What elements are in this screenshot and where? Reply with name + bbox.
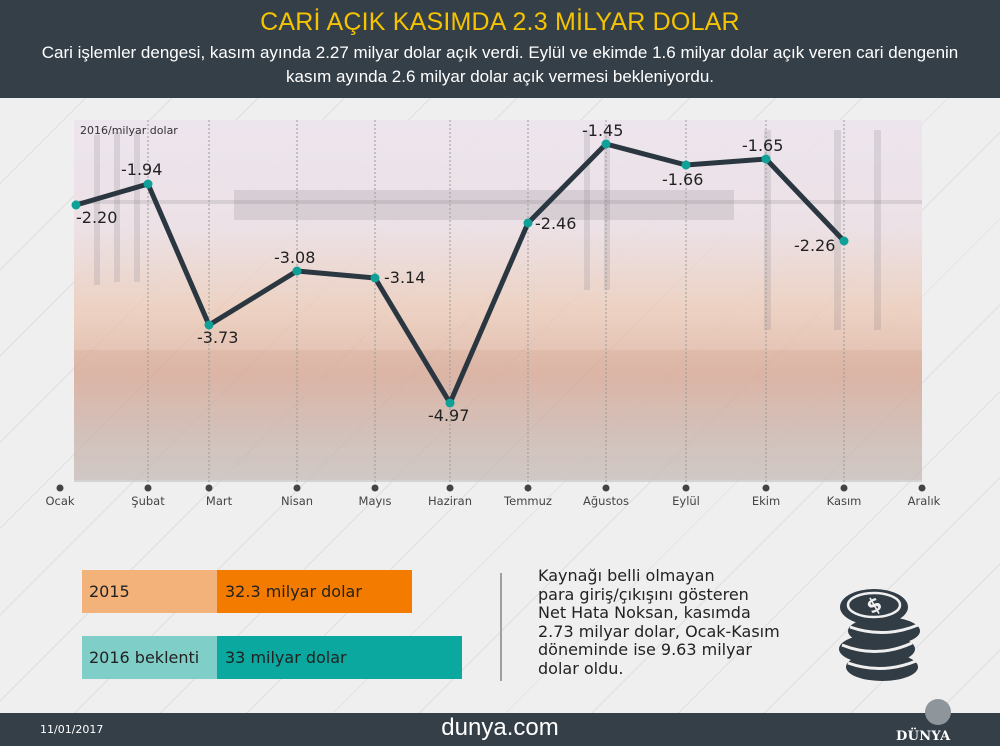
x-label-temmuz: Temmuz <box>504 494 552 508</box>
x-label-mart: Mart <box>205 494 233 508</box>
note-line: döneminde ise 9.63 milyar <box>538 640 752 659</box>
x-label-mayis: Mayıs <box>358 494 392 508</box>
value-label: -3.73 <box>197 328 239 347</box>
bar-value: 32.3 milyar dolar <box>225 582 362 601</box>
page-subtitle: Cari işlemler dengesi, kasım ayında 2.27… <box>41 43 959 86</box>
site-url[interactable]: dunya.com <box>441 714 559 741</box>
chart-unit-label: 2016/milyar dolar <box>80 124 178 137</box>
divider <box>500 573 502 681</box>
value-label: -1.65 <box>742 136 784 155</box>
page-title: CARİ AÇIK KASIMDA 2.3 MİLYAR DOLAR <box>260 8 740 36</box>
x-label-ekim: Ekim <box>751 494 781 508</box>
data-markers <box>71 139 849 408</box>
note-line: para giriş/çıkışını gösteren <box>538 584 749 604</box>
value-label: -3.08 <box>274 248 316 267</box>
bar-2015-label: 2015 <box>82 570 217 613</box>
value-label: -4.97 <box>428 406 470 425</box>
bar-value: 33 milyar dolar <box>225 648 347 667</box>
chart-background-photo <box>74 120 922 482</box>
x-label-nisan: Nisan <box>280 494 314 508</box>
value-label: -1.45 <box>582 121 624 140</box>
note-line: Kaynağı belli olmayan <box>538 566 715 585</box>
value-label: -2.26 <box>794 236 836 255</box>
globe-icon <box>925 699 951 725</box>
value-label: -3.14 <box>384 268 426 287</box>
x-axis-ticks <box>56 484 926 492</box>
note-line: 2.73 milyar dolar, Ocak-Kasım <box>538 621 780 641</box>
data-line <box>75 141 846 406</box>
x-label-haziran: Haziran <box>428 494 472 508</box>
value-label: -1.66 <box>662 170 704 189</box>
bar-2016-label: 2016 beklenti <box>82 636 217 679</box>
x-label-ocak: Ocak <box>45 494 75 508</box>
x-label-aralik: Aralık <box>907 494 941 508</box>
bar-label: 2015 <box>89 582 130 601</box>
bar-2016-value: 33 milyar dolar <box>217 636 462 679</box>
value-label: -2.20 <box>76 208 118 227</box>
x-label-kasim: Kasım <box>826 494 862 508</box>
x-label-subat: Şubat <box>131 494 165 508</box>
header: CARİ AÇIK KASIMDA 2.3 MİLYAR DOLAR Cari … <box>0 0 1000 98</box>
net-error-note: Kaynağı belli olmayan para giriş/çıkışın… <box>538 566 798 678</box>
x-label-agustos: Ağustos <box>583 494 629 508</box>
note-line: dolar oldu. <box>538 658 624 678</box>
note-line: Net Hata Noksan, kasımda <box>538 603 751 622</box>
brand-logo: DÜNYA <box>896 729 951 744</box>
bar-2015-value: 32.3 milyar dolar <box>217 570 412 613</box>
coins-dollar-icon: $ <box>839 589 920 681</box>
publish-date: 11/01/2017 <box>40 723 104 736</box>
footer: 11/01/2017 dunya.com DÜNYA <box>0 699 1000 746</box>
value-label: -1.94 <box>121 160 163 179</box>
x-label-eylul: Eylül <box>672 494 700 508</box>
value-label: -2.46 <box>535 214 577 233</box>
bar-label: 2016 beklenti <box>89 648 200 667</box>
